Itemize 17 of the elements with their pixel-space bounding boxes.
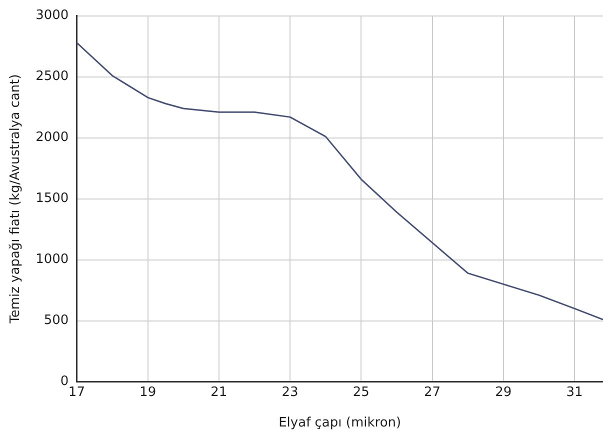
y-tick-label: 500 xyxy=(44,313,69,328)
x-tick-label: 29 xyxy=(495,384,512,400)
y-tick-label: 2000 xyxy=(36,130,69,146)
x-tick-label: 25 xyxy=(352,384,370,400)
x-tick-label: 17 xyxy=(68,384,85,400)
x-tick-label: 23 xyxy=(282,384,298,400)
x-tick-label: 19 xyxy=(140,384,156,400)
y-tick-label: 3000 xyxy=(36,8,69,24)
y-axis-title: Temiz yapağı fiatı (kg/Avustralya cant) xyxy=(8,74,24,324)
x-axis-title: Elyaf çapı (mikron) xyxy=(278,416,402,431)
x-tick-label: 27 xyxy=(424,384,441,400)
x-tick-label: 21 xyxy=(210,384,228,400)
y-tick-label: 1500 xyxy=(36,191,69,206)
x-tick-label: 31 xyxy=(566,384,583,400)
y-tick-label: 0 xyxy=(60,374,69,390)
y-tick-label: 1000 xyxy=(36,252,69,268)
y-tick-label: 2500 xyxy=(36,69,69,84)
